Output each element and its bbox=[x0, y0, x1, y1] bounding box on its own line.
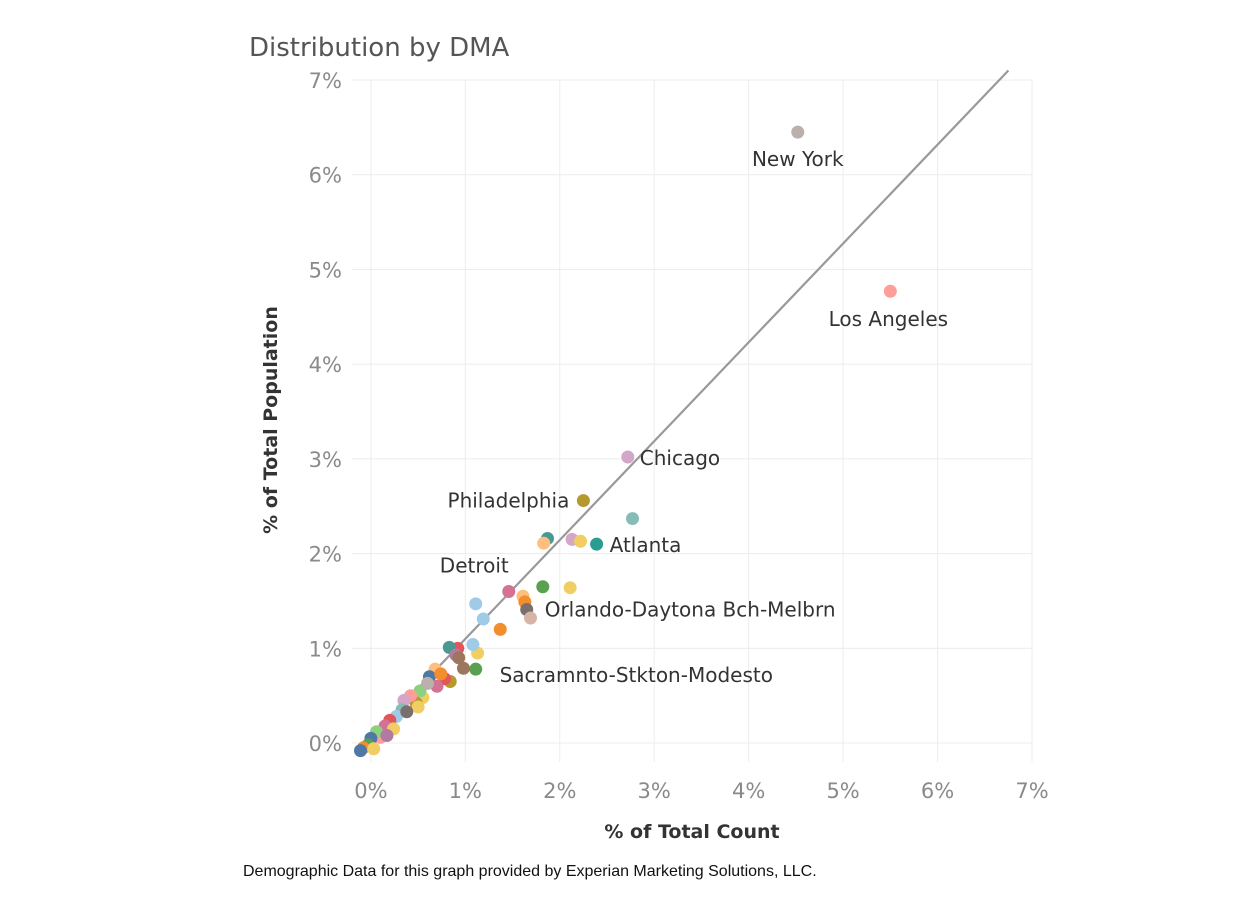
data-point bbox=[574, 534, 588, 548]
data-point bbox=[576, 494, 590, 508]
data-point bbox=[400, 705, 414, 719]
data-point bbox=[502, 585, 516, 598]
footnote: Demographic Data for this graph provided… bbox=[243, 863, 817, 880]
point-label: Atlanta bbox=[610, 533, 682, 557]
point-label: New York bbox=[752, 147, 844, 171]
y-tick-label: 4% bbox=[309, 353, 342, 377]
x-tick-label: 6% bbox=[921, 779, 954, 803]
x-tick-label: 2% bbox=[543, 779, 576, 803]
data-point bbox=[421, 676, 435, 690]
data-point bbox=[476, 612, 490, 626]
y-tick-label: 7% bbox=[309, 69, 342, 93]
data-point bbox=[434, 667, 448, 681]
data-point bbox=[469, 662, 483, 676]
y-tick-label: 3% bbox=[309, 448, 342, 472]
data-point bbox=[367, 742, 381, 756]
x-tick-label: 0% bbox=[354, 779, 387, 803]
data-point bbox=[466, 638, 480, 652]
data-point bbox=[456, 661, 470, 675]
point-label: Philadelphia bbox=[448, 489, 570, 513]
x-tick-label: 7% bbox=[1015, 779, 1048, 803]
x-tick-label: 4% bbox=[732, 779, 765, 803]
x-tick-label: 1% bbox=[449, 779, 482, 803]
data-points bbox=[354, 125, 897, 758]
data-point bbox=[469, 597, 483, 611]
data-point bbox=[452, 651, 466, 665]
data-point bbox=[380, 728, 394, 742]
data-point bbox=[621, 450, 635, 464]
data-point bbox=[791, 125, 805, 139]
point-label: Sacramnto-Stkton-Modesto bbox=[500, 663, 773, 687]
reference-line bbox=[355, 69, 1010, 754]
y-tick-label: 1% bbox=[309, 637, 342, 661]
data-point bbox=[883, 284, 897, 298]
y-tick-label: 0% bbox=[309, 732, 342, 756]
x-tick-label: 3% bbox=[638, 779, 671, 803]
point-label: Chicago bbox=[640, 446, 720, 470]
chart-title: Distribution by DMA bbox=[249, 33, 510, 63]
data-point bbox=[493, 622, 507, 636]
data-point bbox=[563, 581, 577, 595]
data-point bbox=[354, 744, 367, 758]
data-point bbox=[537, 536, 551, 550]
y-axis-label: % of Total Population bbox=[260, 306, 282, 534]
x-tick-label: 5% bbox=[826, 779, 859, 803]
point-label: Orlando-Daytona Bch-Melbrn bbox=[545, 597, 836, 621]
data-point bbox=[536, 580, 550, 594]
axis-ticks: 0% 0% 1% 1% 2% 2% 3% 3% 4% 4% 5% 5% 6% 6% 7% 7% bbox=[309, 69, 1049, 803]
y-tick-label: 5% bbox=[309, 258, 342, 282]
data-point bbox=[524, 611, 537, 625]
data-point bbox=[590, 537, 604, 551]
y-tick-label: 6% bbox=[309, 164, 342, 188]
point-label: Detroit bbox=[440, 554, 509, 578]
point-label: Los Angeles bbox=[829, 307, 948, 331]
gridlines bbox=[352, 79, 1033, 762]
data-point bbox=[411, 700, 425, 714]
x-axis-label: % of Total Count bbox=[604, 821, 779, 843]
point-labels: New York Los Angeles Chicago Philadelphia At… bbox=[440, 147, 948, 687]
y-tick-label: 2% bbox=[309, 543, 342, 567]
data-point bbox=[626, 512, 639, 526]
